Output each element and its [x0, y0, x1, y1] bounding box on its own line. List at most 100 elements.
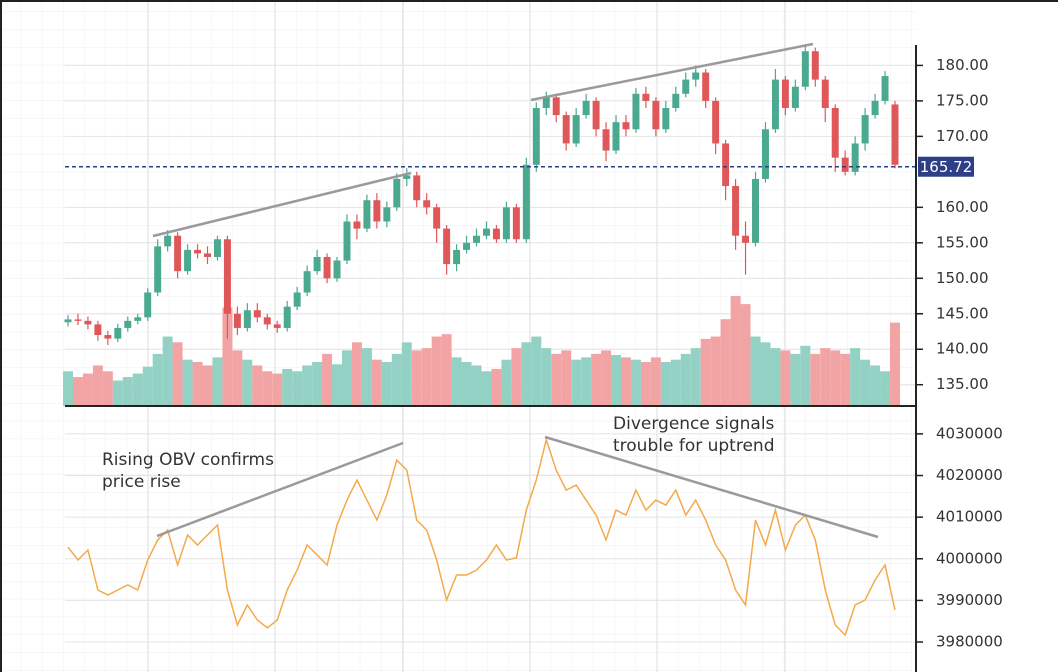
y-tick-label: 180.00 [936, 56, 989, 74]
volume-bar [551, 353, 562, 406]
volume-bar [461, 362, 472, 406]
candle-body [672, 93, 680, 108]
candle-body [682, 79, 690, 94]
candle-body [612, 122, 620, 151]
annotation: price rise [102, 472, 181, 492]
volume-bar [670, 359, 681, 406]
volume-bar [850, 348, 861, 406]
candle-body [413, 175, 421, 201]
y-tick-label: 150.00 [936, 269, 989, 287]
candle-body [702, 72, 710, 101]
candle-body [512, 207, 520, 240]
volume-bar [640, 362, 651, 406]
y-tick-label: 4020000 [936, 466, 1003, 484]
candle-body [622, 122, 630, 130]
y-tick-label: 3990000 [936, 591, 1003, 609]
candle-body [871, 100, 879, 116]
frame-left [0, 0, 2, 672]
candle-body [134, 317, 142, 321]
candle-body [801, 51, 809, 87]
candle-body [752, 178, 759, 243]
volume-bar [680, 353, 691, 406]
volume-bar [312, 362, 323, 406]
candle-body [492, 228, 500, 240]
volume-bar [770, 348, 781, 406]
volume-bar [511, 348, 522, 406]
volume-bar [272, 373, 283, 406]
candle-body [433, 207, 441, 229]
y-tick-label: 4030000 [936, 424, 1003, 442]
candle-body [373, 200, 381, 222]
volume-bar [650, 357, 661, 406]
candle-body [303, 271, 311, 293]
volume-bar [800, 345, 811, 406]
candle-body [104, 335, 112, 339]
candle-body [722, 143, 730, 187]
candle-body [861, 115, 869, 144]
y-tick-label: 140.00 [936, 340, 989, 358]
volume-bar [720, 319, 731, 406]
volume-bar [611, 355, 621, 406]
volume-bar [63, 371, 73, 406]
volume-bar [342, 350, 352, 406]
volume-bar [750, 336, 761, 406]
candle-body [811, 51, 819, 80]
candle-body [223, 239, 231, 314]
candle-body [692, 72, 700, 80]
volume-bar [142, 366, 153, 406]
y-tick-label: 175.00 [936, 91, 989, 109]
candle-body [84, 320, 92, 325]
candle-body [194, 249, 202, 254]
volume-bar [292, 371, 303, 406]
y-tick-label: 135.00 [936, 375, 989, 393]
volume-bar [411, 350, 422, 406]
volume-bar [441, 334, 452, 406]
volume-bar [710, 336, 721, 406]
candle-body [363, 200, 371, 229]
candle-body [572, 115, 580, 144]
volume-bar [501, 359, 512, 406]
volume-bar [840, 353, 851, 406]
candle-body [592, 100, 600, 130]
candle-body [293, 292, 301, 307]
last-price-label: 165.72 [920, 158, 973, 176]
candle-body [642, 93, 650, 101]
candle-body [732, 186, 740, 236]
volume-bar [630, 359, 641, 406]
candle-body [662, 107, 670, 130]
candle-body [443, 228, 451, 265]
volume-bar [82, 373, 93, 406]
candle-body [253, 310, 261, 318]
candle-body [154, 246, 162, 293]
volume-bar [700, 338, 711, 406]
candle-body [473, 235, 481, 243]
candle-body [64, 319, 72, 323]
volume-bar [112, 380, 123, 406]
candle-body [313, 256, 321, 272]
y-tick-label: 4010000 [936, 508, 1003, 526]
volume-bar [252, 365, 263, 406]
volume-bar [351, 342, 362, 406]
y-tick-label: 155.00 [936, 233, 989, 251]
volume-bar [790, 353, 801, 406]
last-price-box [918, 156, 974, 177]
volume-bar [581, 357, 592, 406]
candle-body [273, 324, 281, 328]
candle-body [761, 129, 769, 179]
candle-body [482, 228, 490, 236]
volume-bar [531, 336, 542, 406]
candle-body [781, 79, 789, 108]
volume-bar [132, 373, 143, 406]
candle-body [841, 157, 849, 172]
candle-body [453, 249, 461, 265]
volume-bar [471, 365, 482, 406]
y-tick-label: 3980000 [936, 633, 1003, 651]
volume-bar [521, 342, 532, 406]
volume-bar [860, 359, 871, 406]
trend-lines [152, 42, 879, 539]
candle-body [233, 313, 241, 328]
volume-bar [361, 348, 372, 406]
price-panel: 135.00 140.00 145.00 150.00 155.00 160.00 170.… [63, 44, 989, 406]
candle-body [881, 76, 889, 101]
